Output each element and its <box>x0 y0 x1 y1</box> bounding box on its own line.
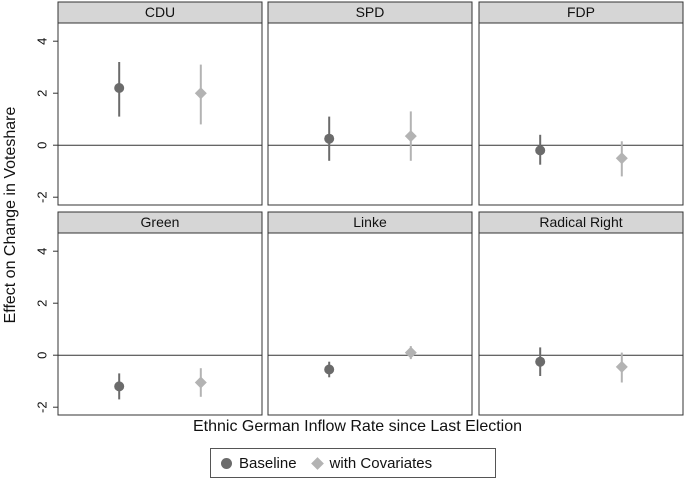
panel-linke: Linke <box>267 211 473 416</box>
panel-title: SPD <box>356 4 385 20</box>
panel-cdu: CDU -2 0 2 4 <box>35 1 263 206</box>
panel-title: Green <box>141 214 180 230</box>
y-tick-label: 4 <box>35 38 50 45</box>
legend-label-baseline: Baseline <box>239 454 297 472</box>
legend-label-covariates: with Covariates <box>329 454 433 472</box>
y-tick-label: 0 <box>35 352 50 359</box>
legend-diamond-marker <box>310 456 324 470</box>
point-baseline <box>114 83 125 93</box>
panel-title: Radical Right <box>539 214 622 230</box>
y-tick-label: 4 <box>35 248 50 255</box>
point-baseline <box>114 381 125 392</box>
y-axis-label: Effect on Change in Voteshare <box>2 106 19 324</box>
plot-area <box>478 232 684 416</box>
plot-area <box>267 232 473 416</box>
point-baseline <box>535 356 546 367</box>
panel-green: Green -2 0 2 4 <box>35 211 263 416</box>
legend: Baseline with Covariates <box>210 448 496 478</box>
y-tick-label: -2 <box>35 401 50 413</box>
plot-area <box>57 232 263 416</box>
panel-title: FDP <box>567 4 595 20</box>
point-covariates <box>615 152 628 165</box>
panel-radical-right: Radical Right <box>478 211 684 416</box>
y-tick-label: 2 <box>35 300 50 307</box>
point-covariates <box>404 130 417 143</box>
point-covariates <box>194 87 207 100</box>
point-baseline <box>324 133 335 144</box>
y-tick-label: 0 <box>35 142 50 149</box>
plot-area <box>267 22 473 206</box>
legend-circle-marker <box>221 457 232 469</box>
x-axis-label: Ethnic German Inflow Rate since Last Ele… <box>192 418 523 435</box>
legend-item-baseline: Baseline <box>221 455 297 472</box>
plot-area <box>478 22 684 206</box>
point-covariates <box>615 360 628 373</box>
point-covariates <box>194 376 207 389</box>
point-covariates <box>404 346 417 359</box>
legend-item-covariates: with Covariates <box>310 454 433 472</box>
panel-title: Linke <box>353 214 387 230</box>
panel-title: CDU <box>145 4 175 20</box>
y-tick-label: -2 <box>35 191 50 203</box>
panel-fdp: FDP <box>478 1 684 206</box>
y-tick-label: 2 <box>35 90 50 97</box>
plot-area <box>57 22 263 206</box>
point-baseline <box>535 145 546 156</box>
point-baseline <box>324 364 335 375</box>
panel-spd: SPD <box>267 1 473 206</box>
